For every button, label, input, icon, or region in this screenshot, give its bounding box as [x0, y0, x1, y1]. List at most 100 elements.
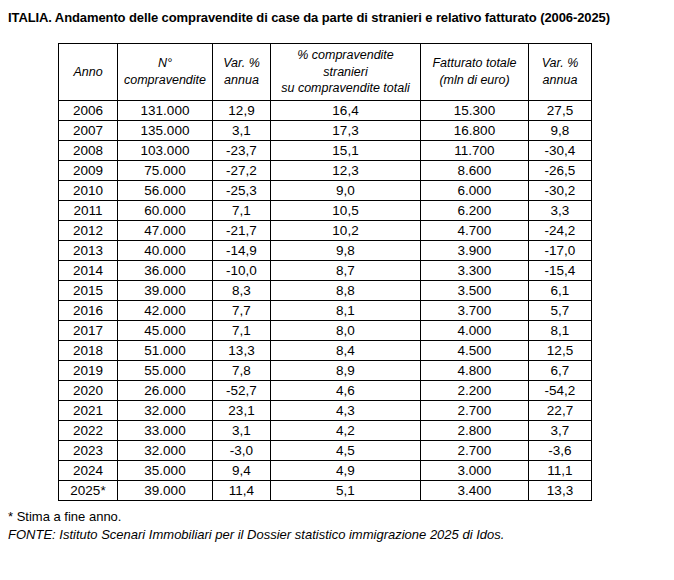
cell-fatturato: 6.000 — [421, 181, 529, 201]
cell-compravendite: 51.000 — [118, 341, 213, 361]
cell-compravendite: 39.000 — [118, 481, 213, 501]
table-row: 2016 42.000 7,7 8,1 3.700 5,7 — [59, 301, 592, 321]
cell-var-annua-fatturato: 6,1 — [529, 281, 592, 301]
cell-var-annua: -21,7 — [213, 221, 271, 241]
table-row: 2021 32.000 23,1 4,3 2.700 22,7 — [59, 401, 592, 421]
cell-anno: 2019 — [59, 361, 118, 381]
cell-var-annua: -52,7 — [213, 381, 271, 401]
cell-anno: 2014 — [59, 261, 118, 281]
cell-pct-stranieri: 10,5 — [271, 201, 421, 221]
table-row: 2023 32.000 -3,0 4,5 2.700 -3,6 — [59, 441, 592, 461]
cell-var-annua-fatturato: 3,3 — [529, 201, 592, 221]
cell-var-annua: -14,9 — [213, 241, 271, 261]
cell-pct-stranieri: 8,1 — [271, 301, 421, 321]
cell-compravendite: 36.000 — [118, 261, 213, 281]
cell-pct-stranieri: 16,4 — [271, 101, 421, 121]
cell-var-annua: 3,1 — [213, 121, 271, 141]
table-row: 2018 51.000 13,3 8,4 4.500 12,5 — [59, 341, 592, 361]
cell-var-annua-fatturato: 12,5 — [529, 341, 592, 361]
cell-fatturato: 2.200 — [421, 381, 529, 401]
cell-var-annua: 8,3 — [213, 281, 271, 301]
table-row: 2009 75.000 -27,2 12,3 8.600 -26,5 — [59, 161, 592, 181]
footnote-estimate: * Stima a fine anno. — [8, 508, 666, 526]
cell-anno: 2008 — [59, 141, 118, 161]
col-header-pct-stranieri: % compravendite stranieri su compravendi… — [271, 44, 421, 101]
table-body: 2006 131.000 12,9 16,4 15.300 27,5 2007 … — [59, 101, 592, 501]
cell-fatturato: 4.800 — [421, 361, 529, 381]
cell-anno: 2024 — [59, 461, 118, 481]
cell-anno: 2025* — [59, 481, 118, 501]
cell-anno: 2017 — [59, 321, 118, 341]
cell-var-annua: 23,1 — [213, 401, 271, 421]
cell-fatturato: 3.400 — [421, 481, 529, 501]
cell-var-annua: 7,1 — [213, 201, 271, 221]
table-row: 2011 60.000 7,1 10,5 6.200 3,3 — [59, 201, 592, 221]
cell-compravendite: 45.000 — [118, 321, 213, 341]
cell-fatturato: 3.900 — [421, 241, 529, 261]
cell-anno: 2022 — [59, 421, 118, 441]
cell-pct-stranieri: 8,4 — [271, 341, 421, 361]
cell-fatturato: 2.800 — [421, 421, 529, 441]
cell-var-annua: -25,3 — [213, 181, 271, 201]
cell-compravendite: 42.000 — [118, 301, 213, 321]
cell-pct-stranieri: 12,3 — [271, 161, 421, 181]
cell-anno: 2006 — [59, 101, 118, 121]
table-row: 2010 56.000 -25,3 9,0 6.000 -30,2 — [59, 181, 592, 201]
cell-anno: 2007 — [59, 121, 118, 141]
cell-var-annua: 9,4 — [213, 461, 271, 481]
cell-pct-stranieri: 4,6 — [271, 381, 421, 401]
cell-compravendite: 33.000 — [118, 421, 213, 441]
col-header-fatturato: Fatturato totale (mln di euro) — [421, 44, 529, 101]
col-header-var-annua: Var. % annua — [213, 44, 271, 101]
cell-var-annua: 7,1 — [213, 321, 271, 341]
cell-var-annua-fatturato: -30,4 — [529, 141, 592, 161]
cell-var-annua-fatturato: 11,1 — [529, 461, 592, 481]
cell-var-annua: 7,7 — [213, 301, 271, 321]
table-row: 2008 103.000 -23,7 15,1 11.700 -30,4 — [59, 141, 592, 161]
cell-pct-stranieri: 8,7 — [271, 261, 421, 281]
cell-fatturato: 15.300 — [421, 101, 529, 121]
cell-compravendite: 135.000 — [118, 121, 213, 141]
cell-fatturato: 8.600 — [421, 161, 529, 181]
cell-anno: 2013 — [59, 241, 118, 261]
cell-fatturato: 3.300 — [421, 261, 529, 281]
cell-pct-stranieri: 8,0 — [271, 321, 421, 341]
cell-var-annua: -23,7 — [213, 141, 271, 161]
table-row: 2014 36.000 -10,0 8,7 3.300 -15,4 — [59, 261, 592, 281]
cell-var-annua-fatturato: 8,1 — [529, 321, 592, 341]
cell-var-annua-fatturato: -54,2 — [529, 381, 592, 401]
cell-fatturato: 2.700 — [421, 401, 529, 421]
cell-var-annua-fatturato: -3,6 — [529, 441, 592, 461]
cell-compravendite: 40.000 — [118, 241, 213, 261]
cell-var-annua: -3,0 — [213, 441, 271, 461]
cell-compravendite: 47.000 — [118, 221, 213, 241]
table-row: 2022 33.000 3,1 4,2 2.800 3,7 — [59, 421, 592, 441]
cell-var-annua: -27,2 — [213, 161, 271, 181]
cell-anno: 2009 — [59, 161, 118, 181]
col-header-anno: Anno — [59, 44, 118, 101]
cell-anno: 2015 — [59, 281, 118, 301]
table-row: 2020 26.000 -52,7 4,6 2.200 -54,2 — [59, 381, 592, 401]
cell-var-annua-fatturato: 13,3 — [529, 481, 592, 501]
page: ITALIA. Andamento delle compravendite di… — [0, 0, 674, 580]
cell-anno: 2020 — [59, 381, 118, 401]
cell-anno: 2023 — [59, 441, 118, 461]
cell-pct-stranieri: 4,3 — [271, 401, 421, 421]
compravendite-table: Anno N° compravendite Var. % annua % com… — [58, 43, 592, 501]
cell-compravendite: 56.000 — [118, 181, 213, 201]
cell-var-annua-fatturato: 22,7 — [529, 401, 592, 421]
cell-var-annua-fatturato: -24,2 — [529, 221, 592, 241]
table-row: 2024 35.000 9,4 4,9 3.000 11,1 — [59, 461, 592, 481]
table-row: 2015 39.000 8,3 8,8 3.500 6,1 — [59, 281, 592, 301]
header-row: Anno N° compravendite Var. % annua % com… — [59, 44, 592, 101]
cell-pct-stranieri: 5,1 — [271, 481, 421, 501]
cell-compravendite: 35.000 — [118, 461, 213, 481]
cell-fatturato: 4.700 — [421, 221, 529, 241]
col-header-var-annua-fatturato: Var. % annua — [529, 44, 592, 101]
cell-anno: 2021 — [59, 401, 118, 421]
footnotes: * Stima a fine anno. FONTE: Istituto Sce… — [8, 508, 666, 544]
cell-compravendite: 103.000 — [118, 141, 213, 161]
table-row: 2019 55.000 7,8 8,9 4.800 6,7 — [59, 361, 592, 381]
cell-var-annua-fatturato: 27,5 — [529, 101, 592, 121]
table-row: 2017 45.000 7,1 8,0 4.000 8,1 — [59, 321, 592, 341]
